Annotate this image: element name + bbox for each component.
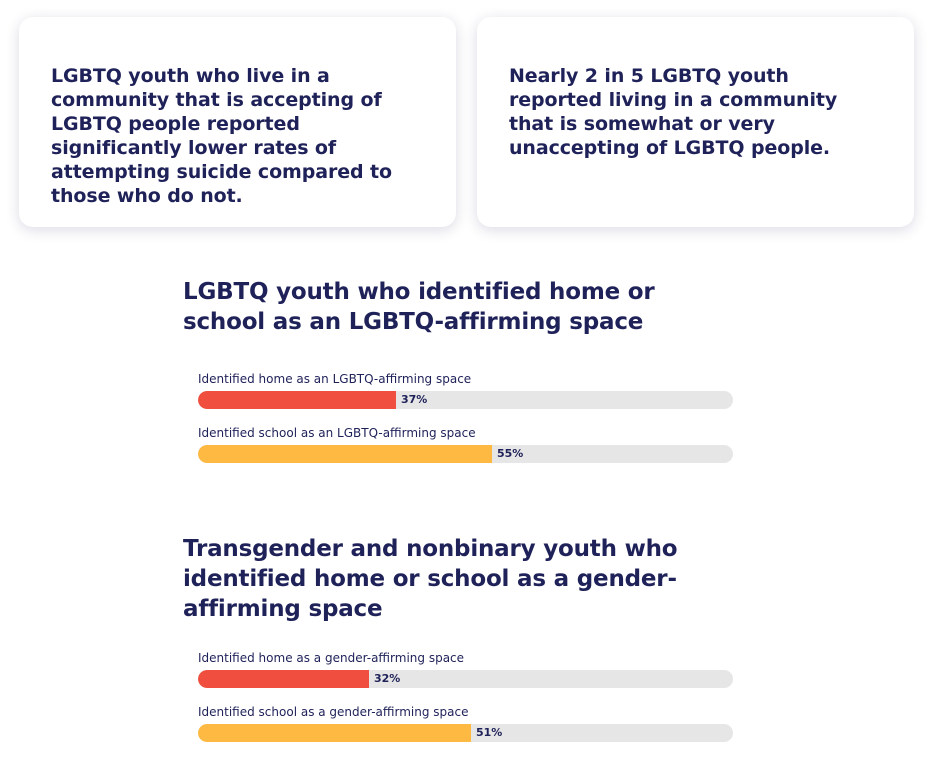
stat-card-text: LGBTQ youth who live in a community that…: [51, 65, 392, 207]
bar-value-label: 32%: [374, 672, 401, 685]
bar-track: [198, 391, 733, 409]
stat-card-unaccepting-community: Nearly 2 in 5 LGBTQ youth reported livin…: [477, 17, 914, 227]
bar-track: [198, 670, 733, 688]
bar-track: [198, 445, 733, 463]
chart-gender-affirming-space: Transgender and nonbinary youth who iden…: [183, 534, 743, 759]
bar-item-school: Identified school as an LGBTQ-affirming …: [198, 426, 733, 480]
bar-group: Identified home as an LGBTQ-affirming sp…: [198, 372, 733, 480]
bar-label: Identified school as an LGBTQ-affirming …: [198, 426, 476, 440]
bar-track: [198, 724, 733, 742]
bar-value-label: 55%: [497, 447, 524, 460]
bar-fill-home: [198, 391, 396, 409]
bar-value-label: 37%: [401, 393, 428, 406]
bar-label: Identified school as a gender-affirming …: [198, 705, 469, 719]
bar-fill-school: [198, 724, 471, 742]
bar-item-home: Identified home as an LGBTQ-affirming sp…: [198, 372, 733, 426]
bar-fill-home: [198, 670, 369, 688]
bar-label: Identified home as a gender-affirming sp…: [198, 651, 465, 665]
bar-fill-school: [198, 445, 492, 463]
stat-card-community-acceptance: LGBTQ youth who live in a community that…: [19, 17, 456, 227]
chart-lgbtq-affirming-space: LGBTQ youth who identified home or schoo…: [183, 277, 743, 480]
bar-label: Identified home as an LGBTQ-affirming sp…: [198, 372, 472, 386]
bar-value-label: 51%: [476, 726, 503, 739]
bar-group: Identified home as a gender-affirming sp…: [198, 651, 733, 759]
bar-item-school: Identified school as a gender-affirming …: [198, 705, 733, 759]
bar-item-home: Identified home as a gender-affirming sp…: [198, 651, 733, 705]
chart-title: Transgender and nonbinary youth who iden…: [183, 536, 678, 622]
chart-title: LGBTQ youth who identified home or schoo…: [183, 279, 655, 335]
stat-card-text: Nearly 2 in 5 LGBTQ youth reported livin…: [509, 65, 838, 159]
